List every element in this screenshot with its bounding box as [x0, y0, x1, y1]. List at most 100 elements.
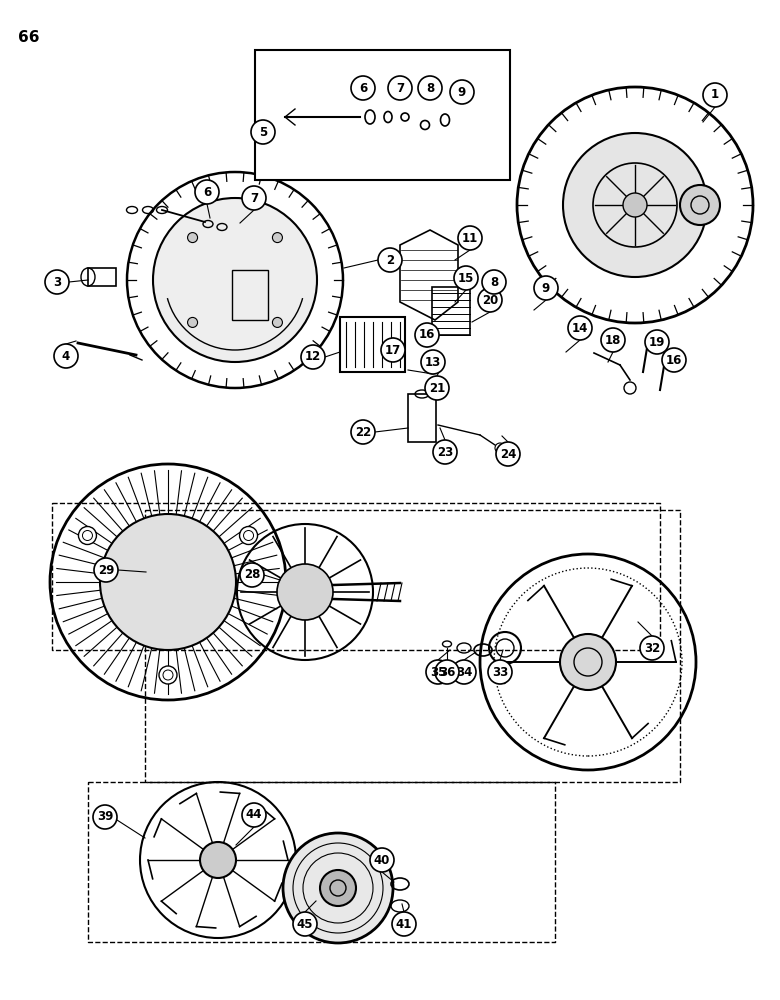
Text: 8: 8: [426, 82, 434, 95]
Circle shape: [640, 636, 664, 660]
Text: 13: 13: [425, 356, 441, 368]
Text: 21: 21: [429, 381, 445, 394]
Text: 3: 3: [53, 275, 61, 288]
Circle shape: [200, 842, 236, 878]
Text: 36: 36: [439, 666, 456, 678]
Text: 1: 1: [711, 89, 719, 102]
Circle shape: [458, 226, 482, 250]
Text: 15: 15: [458, 271, 474, 284]
Text: 18: 18: [604, 334, 621, 347]
Text: 7: 7: [396, 82, 404, 95]
Circle shape: [293, 912, 317, 936]
Circle shape: [568, 316, 592, 340]
Text: 45: 45: [296, 918, 314, 930]
Circle shape: [560, 634, 616, 690]
Circle shape: [320, 870, 356, 906]
Text: 29: 29: [98, 564, 114, 576]
Circle shape: [381, 338, 405, 362]
Bar: [232, 270, 268, 320]
Circle shape: [93, 805, 117, 829]
Text: 44: 44: [246, 808, 262, 822]
Text: 14: 14: [572, 322, 588, 334]
Circle shape: [421, 350, 445, 374]
Circle shape: [645, 330, 669, 354]
Text: 40: 40: [374, 854, 390, 866]
Text: 22: 22: [355, 426, 371, 438]
Text: 9: 9: [458, 86, 466, 99]
Circle shape: [418, 76, 442, 100]
Circle shape: [239, 526, 257, 544]
Circle shape: [272, 317, 282, 327]
Circle shape: [563, 133, 707, 277]
Text: 11: 11: [462, 232, 478, 244]
Circle shape: [452, 660, 476, 684]
Circle shape: [351, 420, 375, 444]
Circle shape: [435, 660, 459, 684]
Text: 32: 32: [644, 642, 660, 654]
Circle shape: [242, 186, 266, 210]
Circle shape: [496, 442, 520, 466]
Text: 7: 7: [250, 192, 258, 205]
Bar: [340, 317, 405, 372]
Text: 33: 33: [492, 666, 508, 678]
Circle shape: [454, 266, 478, 290]
Text: 39: 39: [97, 810, 113, 824]
Circle shape: [242, 803, 266, 827]
Circle shape: [45, 270, 69, 294]
Text: 16: 16: [419, 328, 435, 342]
Circle shape: [703, 83, 727, 107]
Text: 6: 6: [359, 82, 367, 95]
Text: 6: 6: [203, 186, 211, 198]
Text: 19: 19: [649, 336, 665, 349]
Text: 24: 24: [500, 448, 516, 460]
Circle shape: [187, 317, 197, 327]
Circle shape: [425, 376, 449, 400]
Circle shape: [433, 440, 457, 464]
Circle shape: [415, 323, 439, 347]
Text: 41: 41: [395, 918, 412, 930]
Circle shape: [159, 666, 177, 684]
Circle shape: [426, 660, 450, 684]
Circle shape: [79, 526, 97, 544]
Bar: [255, 50, 510, 180]
Text: 9: 9: [542, 282, 550, 294]
Text: 17: 17: [385, 344, 401, 357]
Circle shape: [662, 348, 686, 372]
Text: 5: 5: [259, 125, 267, 138]
Circle shape: [450, 80, 474, 104]
Circle shape: [54, 344, 78, 368]
Text: 20: 20: [482, 294, 498, 306]
Circle shape: [388, 76, 412, 100]
Circle shape: [94, 558, 118, 582]
Circle shape: [623, 193, 647, 217]
Text: 12: 12: [305, 351, 321, 363]
Circle shape: [392, 912, 416, 936]
Circle shape: [601, 328, 625, 352]
Circle shape: [488, 660, 512, 684]
Circle shape: [277, 564, 333, 620]
Circle shape: [251, 120, 275, 144]
Circle shape: [378, 248, 402, 272]
Circle shape: [370, 848, 394, 872]
Text: 34: 34: [456, 666, 472, 678]
Text: 66: 66: [18, 30, 40, 45]
Circle shape: [240, 563, 264, 587]
Circle shape: [153, 198, 317, 362]
Circle shape: [195, 180, 219, 204]
Bar: [88, 268, 116, 286]
Circle shape: [534, 276, 558, 300]
Circle shape: [478, 288, 502, 312]
Circle shape: [351, 76, 375, 100]
Circle shape: [283, 833, 393, 943]
Circle shape: [680, 185, 720, 225]
Bar: [408, 394, 436, 442]
Bar: [432, 287, 470, 335]
Circle shape: [187, 233, 197, 243]
Circle shape: [100, 514, 236, 650]
Circle shape: [272, 233, 282, 243]
Circle shape: [482, 270, 506, 294]
Text: 35: 35: [430, 666, 446, 678]
Text: 2: 2: [386, 253, 394, 266]
Circle shape: [301, 345, 325, 369]
Text: 8: 8: [490, 275, 498, 288]
